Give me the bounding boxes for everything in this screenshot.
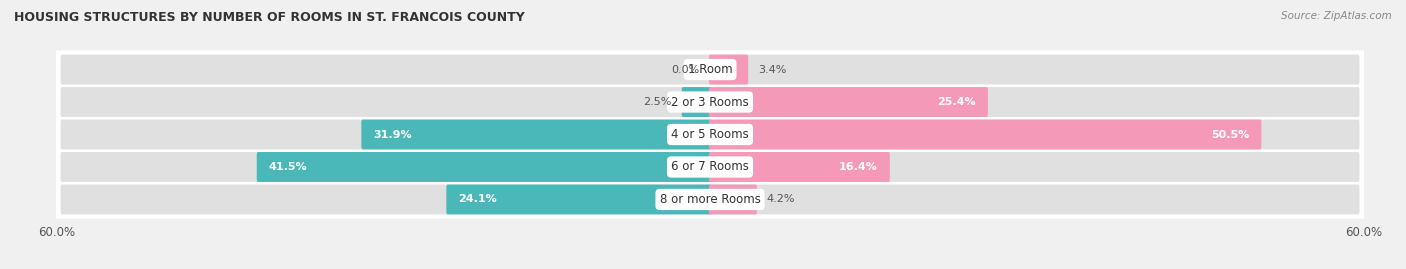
Text: 8 or more Rooms: 8 or more Rooms — [659, 193, 761, 206]
Text: HOUSING STRUCTURES BY NUMBER OF ROOMS IN ST. FRANCOIS COUNTY: HOUSING STRUCTURES BY NUMBER OF ROOMS IN… — [14, 11, 524, 24]
Text: 6 or 7 Rooms: 6 or 7 Rooms — [671, 161, 749, 174]
FancyBboxPatch shape — [709, 87, 988, 117]
Text: 1 Room: 1 Room — [688, 63, 733, 76]
FancyBboxPatch shape — [55, 50, 1365, 89]
FancyBboxPatch shape — [257, 152, 711, 182]
Text: 24.1%: 24.1% — [458, 194, 498, 204]
FancyBboxPatch shape — [60, 152, 1360, 182]
Text: Source: ZipAtlas.com: Source: ZipAtlas.com — [1281, 11, 1392, 21]
FancyBboxPatch shape — [709, 152, 890, 182]
Text: 31.9%: 31.9% — [374, 129, 412, 140]
FancyBboxPatch shape — [709, 55, 748, 84]
FancyBboxPatch shape — [361, 119, 711, 150]
Text: 4.2%: 4.2% — [766, 194, 796, 204]
Text: 2.5%: 2.5% — [644, 97, 672, 107]
FancyBboxPatch shape — [446, 185, 711, 214]
FancyBboxPatch shape — [60, 185, 1360, 214]
FancyBboxPatch shape — [55, 115, 1365, 154]
Text: 16.4%: 16.4% — [839, 162, 877, 172]
Text: 25.4%: 25.4% — [938, 97, 976, 107]
Text: 2 or 3 Rooms: 2 or 3 Rooms — [671, 95, 749, 108]
FancyBboxPatch shape — [709, 119, 1261, 150]
FancyBboxPatch shape — [55, 83, 1365, 121]
Text: 3.4%: 3.4% — [758, 65, 786, 75]
FancyBboxPatch shape — [682, 87, 711, 117]
Text: 4 or 5 Rooms: 4 or 5 Rooms — [671, 128, 749, 141]
FancyBboxPatch shape — [60, 87, 1360, 117]
FancyBboxPatch shape — [60, 119, 1360, 150]
FancyBboxPatch shape — [55, 180, 1365, 219]
Text: 50.5%: 50.5% — [1211, 129, 1250, 140]
FancyBboxPatch shape — [709, 185, 756, 214]
FancyBboxPatch shape — [55, 148, 1365, 186]
Text: 41.5%: 41.5% — [269, 162, 308, 172]
FancyBboxPatch shape — [60, 55, 1360, 84]
Text: 0.0%: 0.0% — [671, 65, 699, 75]
